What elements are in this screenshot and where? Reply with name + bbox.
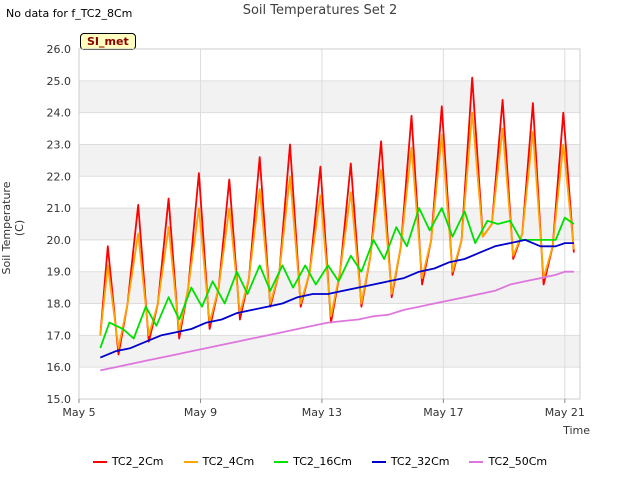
- legend-item: TC2_50Cm: [469, 455, 547, 468]
- y-tick-label: 25.0: [47, 75, 72, 88]
- chart-title: Soil Temperatures Set 2: [242, 3, 398, 18]
- y-tick-label: 16.0: [47, 361, 72, 374]
- x-tick-label: May 9: [184, 406, 217, 419]
- y-tick-label: 24.0: [47, 107, 72, 120]
- grid-band: [79, 335, 580, 368]
- x-tick-label: May 21: [545, 406, 585, 419]
- grid-band: [79, 208, 580, 240]
- y-tick-label: 18.0: [47, 298, 72, 311]
- x-tick-label: May 17: [423, 406, 463, 419]
- y-tick-label: 22.0: [47, 170, 72, 183]
- station-badge: SI_met: [80, 33, 136, 50]
- legend-item: TC2_2Cm: [92, 455, 164, 468]
- legend-label: TC2_32Cm: [390, 455, 450, 468]
- y-tick-label: 17.0: [47, 329, 72, 342]
- legend-item: TC2_16Cm: [274, 455, 352, 468]
- x-tick-label: May 5: [62, 406, 95, 419]
- no-data-note: No data for f_TC2_8Cm: [6, 7, 133, 20]
- legend-label: TC2_50Cm: [488, 455, 548, 468]
- legend-item: TC2_4Cm: [183, 455, 255, 468]
- legend-swatch: [183, 460, 198, 463]
- legend-label: TC2_4Cm: [202, 455, 255, 468]
- y-tick-label: 26.0: [47, 43, 72, 56]
- y-tick-label: 21.0: [47, 202, 72, 215]
- series-line-tc2-16cm: [99, 207, 575, 349]
- series-line-tc2-32cm: [99, 238, 574, 359]
- y-tick-label: 15.0: [47, 393, 72, 406]
- y-tick-label: 23.0: [47, 138, 72, 151]
- legend-swatch: [274, 460, 289, 463]
- plot-frame: [78, 48, 581, 400]
- grid-band: [79, 80, 580, 113]
- y-tick-label: 19.0: [47, 266, 72, 279]
- legend-label: TC2_2Cm: [111, 455, 164, 468]
- legend-swatch: [92, 460, 107, 463]
- legend-item: TC2_32Cm: [371, 455, 450, 468]
- x-tick-label: May 13: [302, 406, 342, 419]
- legend: TC2_2Cm TC2_4Cm TC2_16Cm TC2_32Cm TC2_50Cm: [0, 455, 640, 468]
- legend-label: TC2_16Cm: [293, 455, 352, 468]
- legend-swatch: [371, 460, 386, 463]
- series-line-tc2-50cm: [100, 270, 574, 372]
- y-tick-label: 20.0: [47, 234, 72, 247]
- x-axis-label: Time: [563, 424, 590, 437]
- legend-swatch: [469, 460, 484, 463]
